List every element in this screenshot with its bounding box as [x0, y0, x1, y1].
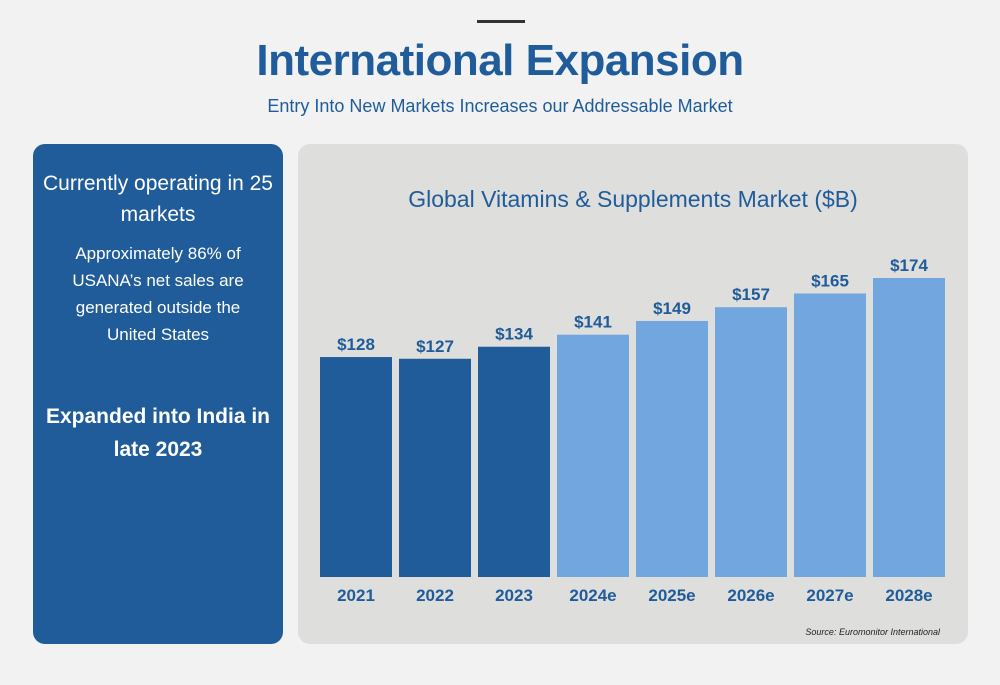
bar-2027e [794, 293, 866, 577]
value-label-2022: $127 [416, 337, 454, 356]
category-label-2028e: 2028e [885, 586, 932, 605]
value-label-2026e: $157 [732, 285, 770, 304]
category-label-2025e: 2025e [648, 586, 695, 605]
value-label-2028e: $174 [890, 256, 928, 275]
category-label-2024e: 2024e [569, 586, 616, 605]
page-subtitle: Entry Into New Markets Increases our Add… [267, 96, 733, 116]
category-label-2026e: 2026e [727, 586, 774, 605]
value-label-2021: $128 [337, 335, 375, 354]
top-rule [477, 20, 525, 23]
bar-chart: $128 2021 $127 2022 $134 2023 $141 2024e $149 202… [320, 256, 945, 605]
value-label-2024e: $141 [574, 313, 612, 332]
category-label-2023: 2023 [495, 586, 533, 605]
source-note: Source: Euromonitor International [805, 627, 940, 637]
markets-panel: Currently operating in 25 markets Approx… [33, 144, 283, 644]
page-title: International Expansion [256, 36, 744, 85]
india-expansion-text: Expanded into India in late 2023 [45, 405, 270, 461]
bar-2028e [873, 278, 945, 577]
markets-headline: Currently operating in 25 markets [43, 172, 273, 226]
bar-2021 [320, 357, 392, 577]
chart-panel: Global Vitamins & Supplements Market ($B… [298, 144, 968, 644]
bar-2026e [715, 307, 787, 577]
chart-title: Global Vitamins & Supplements Market ($B… [408, 186, 858, 212]
bar-2023 [478, 346, 550, 577]
bar-2024e [557, 334, 629, 577]
net-sales-text: Approximately 86% of USANA’s net sales a… [72, 244, 244, 344]
category-label-2022: 2022 [416, 586, 454, 605]
value-label-2023: $134 [495, 325, 533, 344]
value-label-2027e: $165 [811, 271, 849, 290]
bar-2025e [636, 320, 708, 577]
bar-2022 [399, 358, 471, 577]
category-label-2021: 2021 [337, 586, 375, 605]
category-label-2027e: 2027e [806, 586, 853, 605]
value-label-2025e: $149 [653, 299, 691, 318]
